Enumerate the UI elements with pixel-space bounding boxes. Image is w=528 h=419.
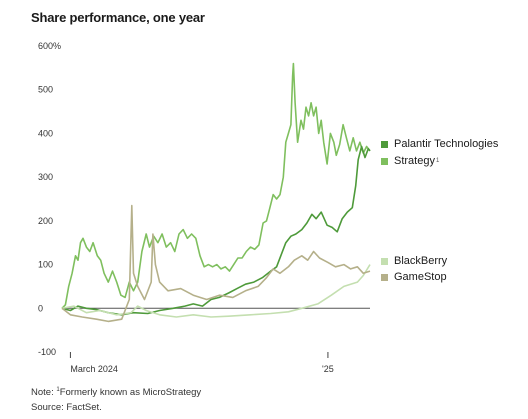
legend-swatch-blackberry bbox=[381, 257, 388, 265]
legend-label-strategy: Strategy bbox=[394, 155, 435, 167]
y-tick-label: 300 bbox=[38, 172, 53, 182]
legend-item-gamestop: GameStop bbox=[381, 271, 447, 283]
legend-footnote-marker: 1 bbox=[435, 158, 440, 164]
footnote-marker: 1 bbox=[56, 387, 60, 393]
legend-label-gamestop: GameStop bbox=[394, 271, 447, 283]
legend-swatch-gamestop bbox=[381, 273, 388, 281]
series-line-blackberry bbox=[61, 264, 371, 318]
footnote: Note: 1Formerly known as MicroStrategy bbox=[31, 387, 201, 398]
series-line-gamestop bbox=[61, 204, 371, 323]
y-tick-label: 400 bbox=[38, 128, 53, 138]
source-note: Source: FactSet. bbox=[31, 402, 102, 413]
y-tick-label: 600% bbox=[38, 41, 61, 51]
legend-swatch-palantir bbox=[381, 140, 388, 148]
footnote-text: Formerly known as MicroStrategy bbox=[59, 387, 202, 399]
chart-title: Share performance, one year bbox=[31, 10, 205, 25]
y-tick-label: 500 bbox=[38, 85, 53, 95]
y-tick-label: -100 bbox=[38, 347, 56, 357]
legend-item-palantir: Palantir Technologies bbox=[381, 138, 498, 150]
footnote-prefix: Note: bbox=[31, 387, 57, 399]
legend-label-blackberry: BlackBerry bbox=[394, 255, 448, 267]
legend-item-blackberry: BlackBerry bbox=[381, 255, 447, 267]
y-tick-label: 100 bbox=[38, 260, 53, 270]
legend-item-strategy: Strategy 1 bbox=[381, 155, 439, 167]
series-line-palantir-technologies bbox=[61, 145, 371, 316]
legend-label-palantir: Palantir Technologies bbox=[394, 138, 499, 150]
y-tick-label: 0 bbox=[38, 303, 43, 313]
y-tick-label: 200 bbox=[38, 216, 53, 226]
x-tick-label: '25 bbox=[322, 364, 334, 374]
x-tick-label: March 2024 bbox=[70, 364, 118, 374]
legend-swatch-strategy bbox=[381, 157, 388, 165]
series-line-strategy bbox=[61, 62, 371, 309]
